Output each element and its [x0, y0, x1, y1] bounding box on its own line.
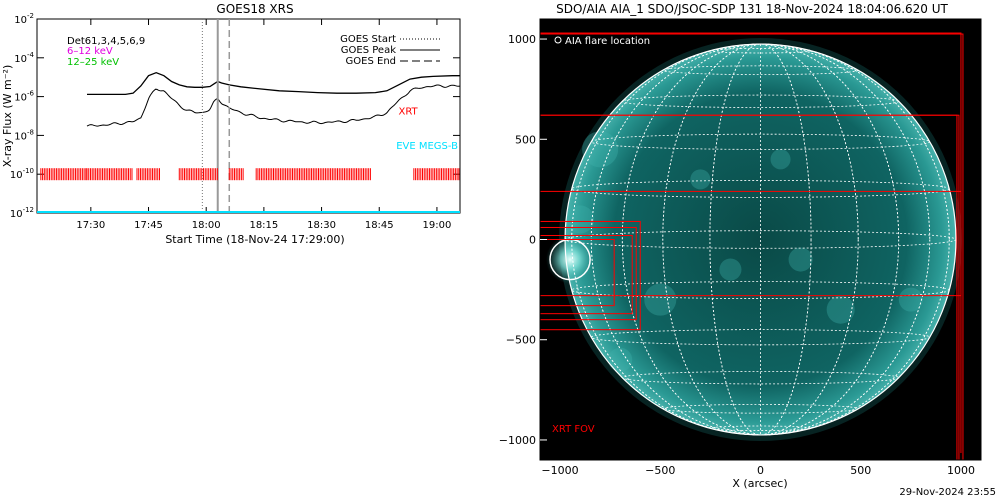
xrt-fov-box	[540, 226, 637, 321]
xrt-label: XRT	[398, 106, 418, 117]
y-tick-label: 10-10	[10, 167, 34, 181]
legend-goes-end: GOES End	[346, 56, 396, 67]
x-tick-label: 18:15	[249, 220, 278, 231]
x-tick-label: 19:00	[423, 220, 452, 231]
solar-disk-area	[540, 32, 964, 460]
legend: GOES Start GOES Peak GOES End	[340, 34, 440, 67]
xrt-fov-box	[540, 114, 960, 460]
image-x-tick-label: −1000	[541, 464, 578, 477]
xrt-fov-box	[540, 220, 641, 331]
x-axis-label: Start Time (18-Nov-24 17:29:00)	[165, 233, 344, 246]
active-region	[566, 205, 595, 234]
active-region	[770, 149, 791, 170]
active-region	[608, 347, 633, 372]
plot-area	[37, 19, 460, 213]
xrt-fov-box	[540, 190, 962, 297]
xrt-fov-box	[540, 234, 633, 315]
flare-legend-marker	[554, 36, 562, 44]
flare-legend-label: AIA flare location	[565, 36, 650, 47]
xrt-fov-box	[540, 33, 964, 460]
legend-goes-peak: GOES Peak	[341, 45, 396, 56]
image-y-tick-label: −1000	[499, 434, 536, 447]
image-x-tick-label: 500	[850, 464, 871, 477]
solar-disk	[565, 44, 956, 435]
image-y-tick-label: −500	[506, 334, 536, 347]
x-tick-label: 18:30	[307, 220, 336, 231]
legend-goes-start: GOES Start	[340, 34, 396, 45]
x-tick-label: 18:00	[192, 220, 221, 231]
chart-title: GOES18 XRS	[216, 2, 293, 16]
y-axis-label: X-ray Flux (W m⁻²)	[1, 65, 14, 167]
y-tick-label: 10-4	[14, 51, 34, 65]
detector-label: Det61,3,4,5,6,9	[67, 36, 145, 47]
image-x-axis-label: X (arcsec)	[732, 477, 787, 490]
image-y-tick-label: 500	[515, 133, 536, 146]
goes-xrs-plot: GOES18 XRS 17:30 17:45 18:00 18:15 18:30 18:4…	[1, 2, 461, 246]
aia-image-plot: SDO/AIA AIA_1 SDO/JSOC-SDP 131 18-Nov-20…	[499, 2, 982, 490]
longitude-line	[709, 43, 812, 436]
y-tick-label: 10-6	[14, 90, 34, 104]
y-tick-label: 10-12	[10, 206, 34, 220]
fov-label: XRT FOV	[552, 424, 595, 435]
xrt-fov-box	[540, 239, 615, 307]
flare-glow	[546, 235, 595, 284]
y-tick-label: 10-8	[14, 128, 34, 142]
x-tick-label: 17:30	[76, 220, 105, 231]
flare-legend: AIA flare location	[554, 36, 650, 47]
image-x-tick-label: −500	[645, 464, 675, 477]
x-tick-label: 18:45	[365, 220, 394, 231]
y-tick-label: 10-2	[14, 12, 34, 26]
active-region	[788, 247, 813, 272]
image-y-tick-label: 0	[529, 234, 536, 247]
longitude-line	[621, 43, 900, 436]
image-x-tick-label: 1000	[947, 464, 975, 477]
image-axis-ticks: −1000 −500 0 500 1000 1000 500 0 −500 −1000	[499, 33, 975, 477]
active-region	[582, 131, 619, 168]
x-tick-label: 17:45	[134, 220, 163, 231]
active-region	[644, 283, 677, 316]
eve-label: EVE MEGS-B	[396, 141, 458, 152]
active-region	[826, 295, 855, 324]
series-short-line	[86, 84, 460, 127]
active-region	[719, 258, 742, 281]
active-region	[690, 169, 711, 190]
series-long-line	[87, 72, 460, 96]
image-y-tick-label: 1000	[508, 33, 536, 46]
energy-label-12-25: 12–25 keV	[67, 57, 119, 68]
image-x-tick-label: 0	[757, 464, 764, 477]
footer-timestamp: 29-Nov-2024 23:55	[899, 487, 996, 498]
energy-label-6-12: 6–12 keV	[67, 46, 113, 57]
image-title: SDO/AIA AIA_1 SDO/JSOC-SDP 131 18-Nov-20…	[556, 2, 948, 16]
active-region	[898, 287, 923, 312]
